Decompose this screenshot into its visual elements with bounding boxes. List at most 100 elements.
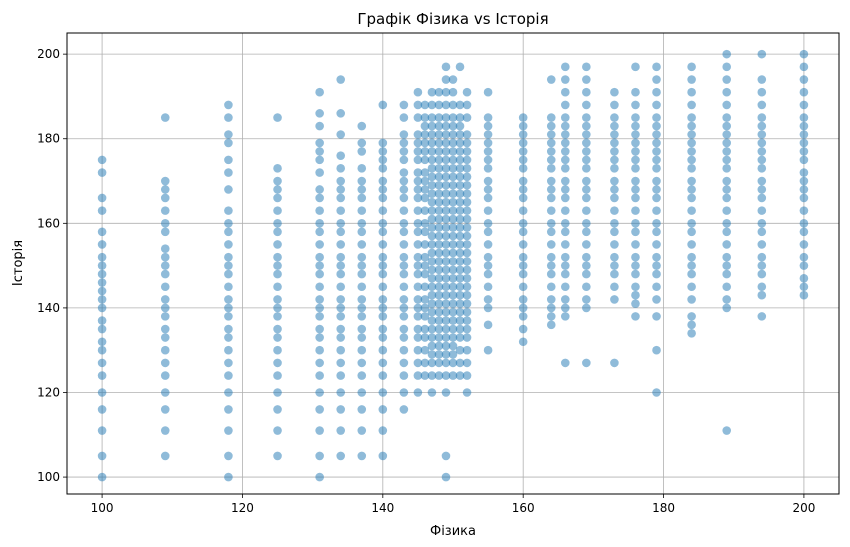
data-point [799,121,809,131]
y-tick-label: 200 [37,47,60,61]
data-point [273,426,282,435]
data-point [413,193,423,203]
x-tick-label: 140 [371,501,394,515]
data-point [336,193,346,203]
data-point [399,185,409,194]
data-point [582,138,591,148]
data-point [448,189,458,199]
data-point [462,240,472,249]
data-point [687,121,696,131]
data-point [336,303,346,313]
data-point [462,231,472,241]
data-point [357,282,367,292]
data-point [420,269,430,279]
data-point [413,130,423,139]
data-point [610,113,619,122]
data-point [448,214,458,224]
data-point [224,303,233,313]
data-point [441,180,451,190]
data-point [518,252,528,262]
data-point [224,358,233,368]
data-point [722,164,732,173]
data-point [357,219,367,228]
data-point [799,75,809,84]
data-point [420,358,430,368]
data-point [378,269,388,279]
data-point [560,87,570,97]
data-point [420,324,430,334]
data-point [427,341,437,351]
data-point [582,269,591,279]
data-point [757,261,767,270]
data-point [631,252,640,262]
data-point [448,87,458,97]
data-point [448,147,458,156]
data-point [448,265,458,275]
data-point [560,75,570,84]
data-point [273,113,282,122]
data-point [652,121,661,131]
data-point [757,87,767,97]
data-point [518,303,528,313]
data-point [757,75,767,84]
data-point [483,130,493,139]
data-point [434,138,444,148]
data-point [315,185,324,194]
data-point [518,176,528,186]
data-point [420,295,430,304]
data-point [448,257,458,266]
data-point [160,282,170,292]
data-point [799,100,809,110]
data-point [97,261,107,270]
data-point [434,87,444,97]
data-point [378,261,388,270]
data-point [799,62,809,72]
x-tick-label: 160 [512,501,535,515]
data-point [336,130,346,139]
data-point [315,269,324,279]
data-point [441,87,451,97]
data-point [722,155,732,165]
data-point [722,193,732,203]
data-point [722,185,732,194]
data-point [757,193,767,203]
data-point [413,185,423,194]
data-point [455,333,465,342]
data-point [160,193,170,203]
data-point [652,87,661,97]
data-point [427,164,437,173]
data-point [560,155,570,165]
data-point [560,240,570,249]
data-point [434,231,444,241]
data-point [273,324,282,334]
data-point [448,231,458,241]
data-point [582,130,591,139]
data-point [97,316,107,325]
data-point [455,299,465,308]
data-point [582,227,591,237]
data-point [448,350,458,359]
y-tick-label: 140 [37,301,60,315]
data-point [582,121,591,131]
data-point [610,155,619,165]
x-tick-label: 180 [652,501,675,515]
data-point [652,100,661,110]
data-point [315,193,324,203]
data-point [160,312,170,321]
data-point [441,257,451,266]
data-point [315,426,324,435]
data-point [336,333,346,342]
data-point [434,164,444,173]
data-point [518,324,528,334]
data-point [160,244,170,253]
data-point [546,227,556,237]
data-point [378,240,388,249]
data-point [427,307,437,317]
data-point [582,62,591,72]
data-point [455,164,465,173]
data-point [455,180,465,190]
data-point [420,100,430,110]
data-point [224,252,233,262]
data-point [315,138,324,148]
data-point [483,121,493,131]
